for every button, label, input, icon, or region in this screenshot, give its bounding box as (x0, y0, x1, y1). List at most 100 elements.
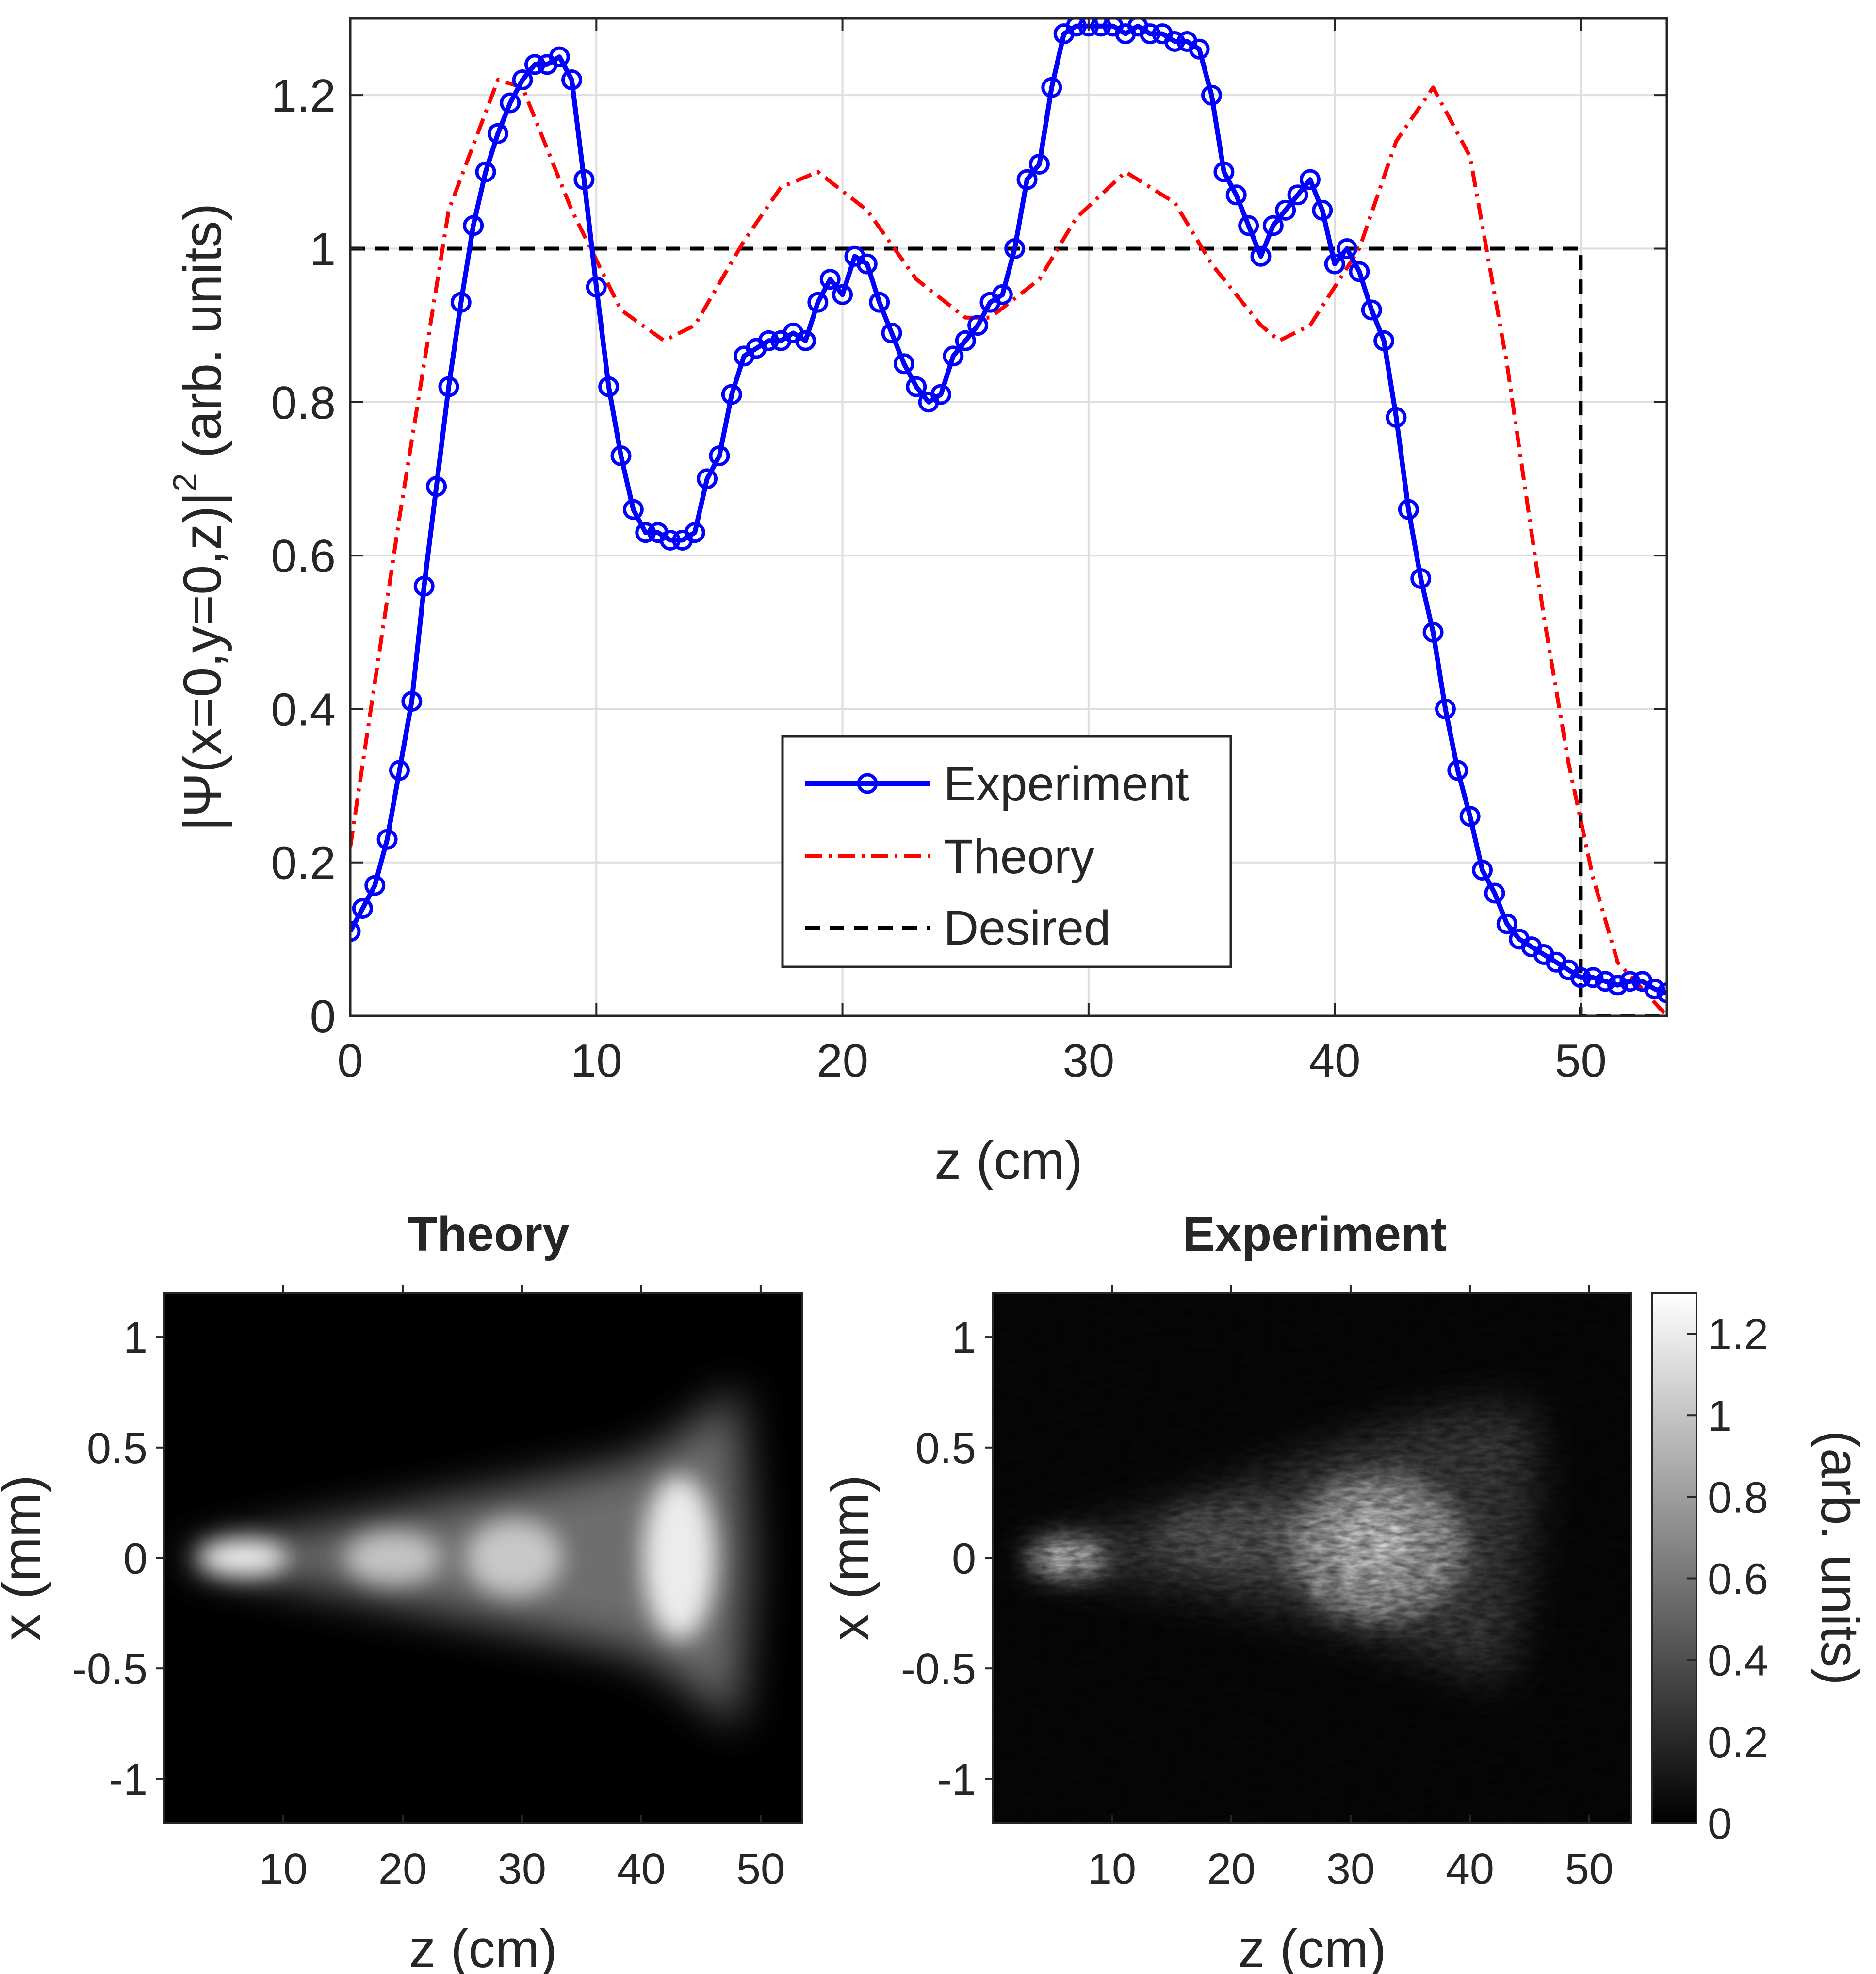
y-axis-label-superscript: 2 (166, 473, 204, 492)
experiment-x-tick-label: 40 (1446, 1845, 1494, 1893)
colorbar-tick-label: 0 (1708, 1800, 1732, 1848)
theory-y-axis-label: x (mm) (0, 1475, 51, 1641)
experiment-point (1361, 299, 1382, 321)
experiment-point (955, 330, 976, 351)
experiment-point (721, 384, 742, 405)
legend-experiment-label: Experiment (944, 757, 1189, 811)
experiment-point (1422, 621, 1444, 643)
x-tick-label: 50 (1555, 1035, 1607, 1087)
theory-y-tick-label: -0.5 (72, 1645, 147, 1694)
experiment-point (1090, 18, 1111, 37)
legend: Experiment Theory Desired (781, 735, 1232, 968)
plot-frame (349, 17, 1668, 1017)
legend-theory-label: Theory (944, 830, 1094, 884)
experiment-point (1066, 18, 1087, 37)
experiment-intensity (993, 1293, 1631, 1823)
theory-focus-1 (196, 1539, 289, 1576)
experiment-point (352, 898, 373, 919)
experiment-y-tick-label: 0.5 (915, 1424, 976, 1473)
experiment-point (500, 92, 521, 114)
experiment-y-tick-label: 1 (952, 1314, 976, 1362)
experiment-point (709, 445, 730, 466)
experiment-point (1004, 238, 1026, 259)
theory-x-tick-label: 20 (378, 1845, 427, 1893)
experiment-point (1250, 245, 1272, 267)
theory-y-tick-label: 0.5 (87, 1424, 147, 1473)
experiment-point (1164, 31, 1185, 52)
experiment-point (659, 529, 681, 551)
experiment-point (697, 468, 718, 489)
experiment-point (1287, 184, 1308, 206)
experiment-point (1459, 806, 1481, 827)
colorbar-tick-label: 0.8 (1708, 1473, 1768, 1522)
theory-focus-3 (466, 1519, 563, 1597)
theory-x-tick-label: 40 (617, 1845, 666, 1893)
colorbar-tick-label: 1 (1708, 1392, 1732, 1440)
colorbar-tick-label: 0.6 (1708, 1555, 1768, 1604)
experiment-x-tick-label: 20 (1207, 1845, 1256, 1893)
x-tick-label: 10 (571, 1035, 622, 1087)
experiment-point (1201, 84, 1223, 106)
experiment-point (1140, 23, 1161, 45)
legend-desired-label: Desired (944, 901, 1111, 955)
experiment-point (992, 284, 1013, 305)
experiment-point (1607, 975, 1629, 996)
colorbar-ticks: 0 0.2 0.4 0.6 0.8 1 1.2 (1687, 1310, 1768, 1848)
experiment-point (413, 575, 435, 597)
experiment-point (512, 69, 533, 91)
theory-x-axis-label: z (cm) (409, 1919, 557, 1974)
experiment-point (401, 691, 423, 712)
series-line-theory (350, 78, 1667, 1016)
theory-axis-ticks: 10 20 30 40 50 1 0.5 0 -0.5 -1 (72, 1285, 785, 1893)
experiment-point (1496, 913, 1517, 934)
experiment-point (1225, 184, 1247, 206)
experiment-point (1324, 253, 1345, 275)
experiment-point (1189, 38, 1210, 60)
theory-beam-envelope (175, 1387, 750, 1727)
experiment-point (376, 829, 398, 850)
experiment-point (1472, 860, 1493, 881)
experiment-point (1435, 698, 1456, 719)
experiment-point (869, 292, 890, 313)
experiment-point (549, 46, 570, 67)
theory-y-tick-label: 1 (123, 1314, 147, 1362)
experiment-point (450, 292, 472, 313)
experiment-point (438, 376, 459, 397)
experiment-point (1386, 407, 1407, 428)
experiment-point (622, 499, 644, 520)
experiment-point (1582, 967, 1604, 988)
experiment-point (1619, 971, 1641, 992)
line-chart: 0 10 20 30 40 50 0 0.2 0.4 0.6 0.8 1 1.2 z (cm) |Ψ(x… (166, 17, 1668, 1191)
experiment-point (463, 215, 484, 236)
theory-focus-4 (643, 1475, 716, 1640)
y-tick-label: 0 (310, 991, 336, 1043)
x-tick-label: 40 (1309, 1035, 1361, 1087)
experiment-point (1398, 499, 1419, 520)
experiment-point (758, 330, 779, 351)
experiment-point (586, 277, 607, 298)
y-axis-label-main: |Ψ(x=0,y=0,z)| (173, 492, 232, 831)
experiment-point (930, 384, 951, 405)
experiment-point (1484, 882, 1505, 904)
experiment-point (426, 476, 447, 497)
experiment-point (1410, 568, 1432, 589)
theory-title: Theory (408, 1207, 570, 1261)
experiment-point (635, 522, 656, 543)
experiment-speckle (993, 1293, 1631, 1823)
experiment-point (561, 69, 583, 91)
experiment-point (856, 253, 878, 275)
experiment-point (1262, 215, 1284, 236)
experiment-point (1275, 199, 1296, 221)
experiment-point (684, 522, 705, 543)
legend-experiment-marker (857, 773, 878, 794)
experiment-point (1595, 971, 1616, 992)
x-tick-label: 0 (337, 1035, 363, 1087)
experiment-y-axis-label: x (mm) (820, 1475, 880, 1641)
experiment-axis-ticks: 10 20 30 40 50 1 0.5 0 -0.5 -1 (901, 1285, 1614, 1893)
experiment-point (598, 376, 620, 397)
experiment-point (832, 284, 853, 305)
y-tick-label: 0.4 (271, 684, 336, 735)
experiment-point (364, 875, 386, 896)
y-axis-label-units: (arb. units) (173, 203, 232, 473)
